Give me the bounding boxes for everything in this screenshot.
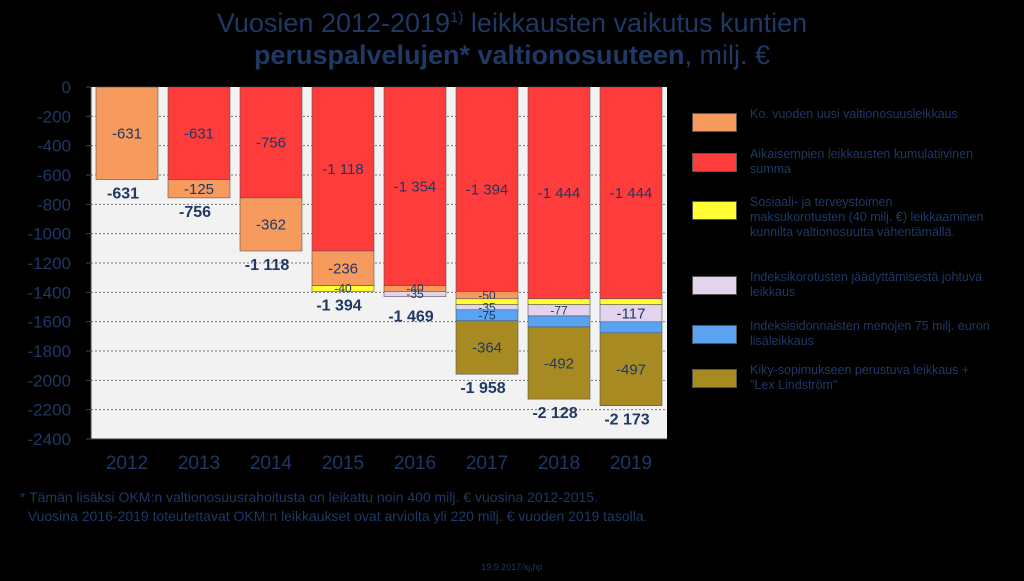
total-data-label: -631 bbox=[107, 186, 139, 203]
x-tick-label: 2014 bbox=[250, 453, 293, 474]
segment-data-label: -75 bbox=[478, 308, 496, 322]
segment-data-label: -77 bbox=[550, 304, 568, 318]
y-tick-label: -1400 bbox=[28, 283, 71, 302]
title-text-rest: leikkausten vaikutus kuntien bbox=[463, 8, 808, 38]
segment-data-label: -631 bbox=[184, 126, 214, 143]
bar-segment bbox=[527, 326, 591, 400]
bar-segment bbox=[455, 86, 519, 292]
x-tick-label: 2019 bbox=[610, 453, 652, 474]
segment-data-label: -125 bbox=[184, 181, 214, 198]
bar-segment bbox=[599, 332, 663, 407]
legend-swatch bbox=[692, 153, 737, 172]
y-tick-label: -2400 bbox=[28, 430, 71, 449]
bar-segment bbox=[455, 320, 519, 375]
segment-data-label: -1 354 bbox=[394, 179, 437, 196]
y-tick-label: -2000 bbox=[28, 371, 71, 390]
stacked-bar-chart: 0 -200 -400 -600 -800 -1000 -1200 -1400 -1600 -18… bbox=[28, 78, 667, 474]
legend-label: Ko. vuoden uusi valtionosuusleikkaus bbox=[750, 107, 958, 121]
segment-data-label: -1 118 bbox=[322, 161, 363, 178]
y-tick-label: -600 bbox=[37, 166, 71, 185]
total-data-label: -1 958 bbox=[460, 380, 505, 397]
segment-data-label: -1 444 bbox=[538, 185, 581, 202]
bar-segment bbox=[527, 315, 591, 328]
legend-label: Indeksisidonnaisten menojen 75 milj. eur… bbox=[750, 319, 990, 348]
segment-data-label: -35 bbox=[406, 287, 424, 301]
date-stamp: 19.9.2017/sj,hp bbox=[481, 562, 543, 572]
bar-segment bbox=[599, 321, 663, 334]
y-tick-label: -1600 bbox=[28, 313, 71, 332]
x-tick-label: 2016 bbox=[394, 453, 436, 474]
y-tick-label: -200 bbox=[37, 107, 71, 126]
legend-swatch bbox=[692, 325, 737, 344]
footnote-line: * Tämän lisäksi OKM:n valtionosuusrahoit… bbox=[20, 489, 598, 505]
total-data-label: -1 118 bbox=[245, 257, 290, 274]
segment-data-label: -1 394 bbox=[466, 181, 509, 198]
bar-segment bbox=[239, 197, 303, 252]
y-tick-label: -400 bbox=[37, 137, 71, 156]
title-bold: peruspalvelujen* valtionosuuteen bbox=[253, 40, 685, 70]
bar-segment bbox=[95, 86, 159, 180]
footnote: * Tämän lisäksi OKM:n valtionosuusrahoit… bbox=[20, 488, 648, 526]
x-tick-label: 2018 bbox=[538, 453, 580, 474]
legend-label: Kiky-sopimukseen perustuva leikkaus + "L… bbox=[750, 363, 970, 392]
footnote-line: Vuosina 2016-2019 toteutettavat OKM:n le… bbox=[20, 508, 648, 524]
bar-segment bbox=[311, 86, 375, 252]
title-text: Vuosien 2012-2019 bbox=[216, 8, 451, 38]
y-tick-label: -1000 bbox=[28, 225, 71, 244]
bar-segment bbox=[311, 250, 375, 286]
title-footnote-mark: 1) bbox=[450, 9, 464, 26]
y-tick-label: -1200 bbox=[28, 254, 71, 273]
bar-segment bbox=[527, 86, 591, 300]
legend-label: Indeksikorotusten jäädyttämisestä johtuv… bbox=[750, 270, 983, 299]
bar-segment bbox=[239, 86, 303, 199]
segment-data-label: -497 bbox=[616, 362, 646, 379]
legend-label: Aikaisempien leikkausten kumulatiivinen … bbox=[750, 147, 974, 176]
segment-data-label: -1 444 bbox=[610, 185, 653, 202]
legend-swatch bbox=[692, 276, 737, 295]
y-tick-label: -2200 bbox=[28, 401, 71, 420]
legend-swatch bbox=[692, 201, 737, 220]
segment-data-label: -117 bbox=[617, 305, 646, 322]
x-tick-label: 2012 bbox=[106, 453, 148, 474]
chart-title-line1: Vuosien 2012-20191) leikkausten vaikutus… bbox=[0, 8, 1024, 39]
bar-segment bbox=[599, 298, 663, 305]
total-data-label: -2 128 bbox=[532, 405, 577, 422]
total-data-label: -756 bbox=[179, 204, 211, 221]
total-data-label: -1 469 bbox=[388, 308, 433, 325]
y-tick-label: -800 bbox=[37, 195, 71, 214]
bar-segment bbox=[383, 86, 447, 286]
segment-data-label: -756 bbox=[256, 135, 286, 152]
segment-data-label: -236 bbox=[328, 261, 358, 278]
x-tick-label: 2013 bbox=[178, 453, 220, 474]
segment-data-label: -631 bbox=[112, 126, 142, 143]
title-unit: , milj. € bbox=[684, 40, 771, 70]
bar-segment bbox=[599, 86, 663, 300]
segment-data-label: -362 bbox=[256, 217, 286, 234]
x-tick-label: 2015 bbox=[322, 453, 364, 474]
segment-data-label: -492 bbox=[544, 355, 574, 372]
total-data-label: -1 394 bbox=[316, 297, 361, 314]
legend-label: Sosiaali- ja terveystoimen maksukorotust… bbox=[750, 195, 984, 239]
y-tick-label: -1800 bbox=[28, 342, 71, 361]
bar-segment bbox=[167, 86, 231, 180]
bar-segment bbox=[167, 179, 231, 199]
segment-data-label: -364 bbox=[472, 340, 502, 357]
chart-title-line2: peruspalvelujen* valtionosuuteen, milj. … bbox=[0, 40, 1024, 71]
legend-swatch bbox=[692, 369, 737, 388]
y-tick-label: 0 bbox=[62, 78, 71, 97]
x-tick-label: 2017 bbox=[466, 453, 508, 474]
total-data-label: -2 173 bbox=[604, 412, 649, 429]
segment-data-label: -40 bbox=[334, 282, 352, 296]
bar-segment bbox=[383, 291, 447, 297]
legend-swatch bbox=[692, 113, 737, 132]
bar-segment bbox=[311, 285, 375, 292]
